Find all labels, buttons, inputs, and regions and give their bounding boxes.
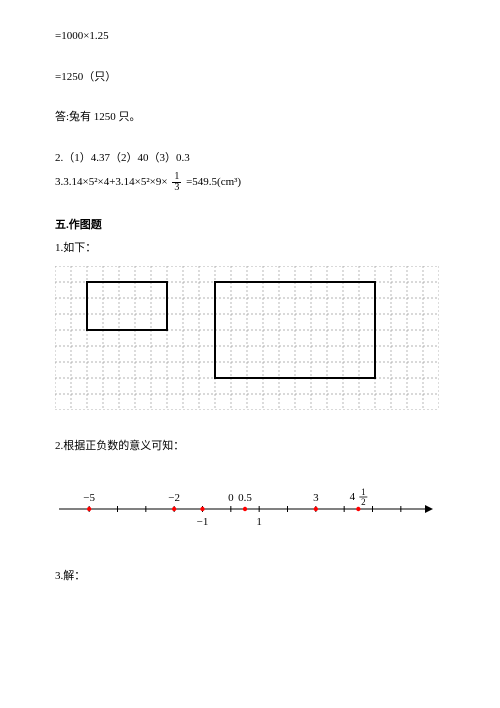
calc-answer: 答:兔有 1250 只。 — [55, 109, 450, 126]
number-line-svg: −5−2−100.513412 — [55, 479, 435, 541]
calc-step-2: =1250（只） — [55, 69, 450, 86]
svg-text:2: 2 — [361, 497, 366, 507]
svg-text:3: 3 — [313, 492, 319, 504]
q3-pre: 3.3.14×5²×4+3.14×5²×9× — [55, 176, 168, 188]
svg-text:0.5: 0.5 — [238, 492, 252, 504]
q3-frac-den: 3 — [172, 183, 181, 193]
grid-svg — [55, 266, 439, 410]
svg-text:0: 0 — [228, 492, 234, 504]
question-2: 2.（1）4.37（2）40（3）0.3 — [55, 150, 450, 167]
svg-text:−1: −1 — [197, 516, 209, 528]
svg-text:−5: −5 — [83, 492, 95, 504]
section-5-heading: 五.作图题 — [55, 217, 450, 234]
svg-text:−2: −2 — [168, 492, 180, 504]
q3-fraction: 1 3 — [172, 172, 181, 193]
question-5-2: 2.根据正负数的意义可知： — [55, 438, 450, 455]
question-5-1: 1.如下： — [55, 240, 450, 257]
q3-post: =549.5(cm³) — [186, 176, 241, 188]
number-line-figure: −5−2−100.513412 — [55, 479, 450, 547]
calc-step-1: =1000×1.25 — [55, 28, 450, 45]
question-5-3: 3.解： — [55, 568, 450, 585]
svg-text:1: 1 — [256, 516, 262, 528]
grid-figure — [55, 266, 450, 410]
question-3: 3.3.14×5²×4+3.14×5²×9× 1 3 =549.5(cm³) — [55, 172, 450, 193]
svg-text:1: 1 — [361, 487, 366, 497]
svg-text:4: 4 — [350, 491, 356, 503]
